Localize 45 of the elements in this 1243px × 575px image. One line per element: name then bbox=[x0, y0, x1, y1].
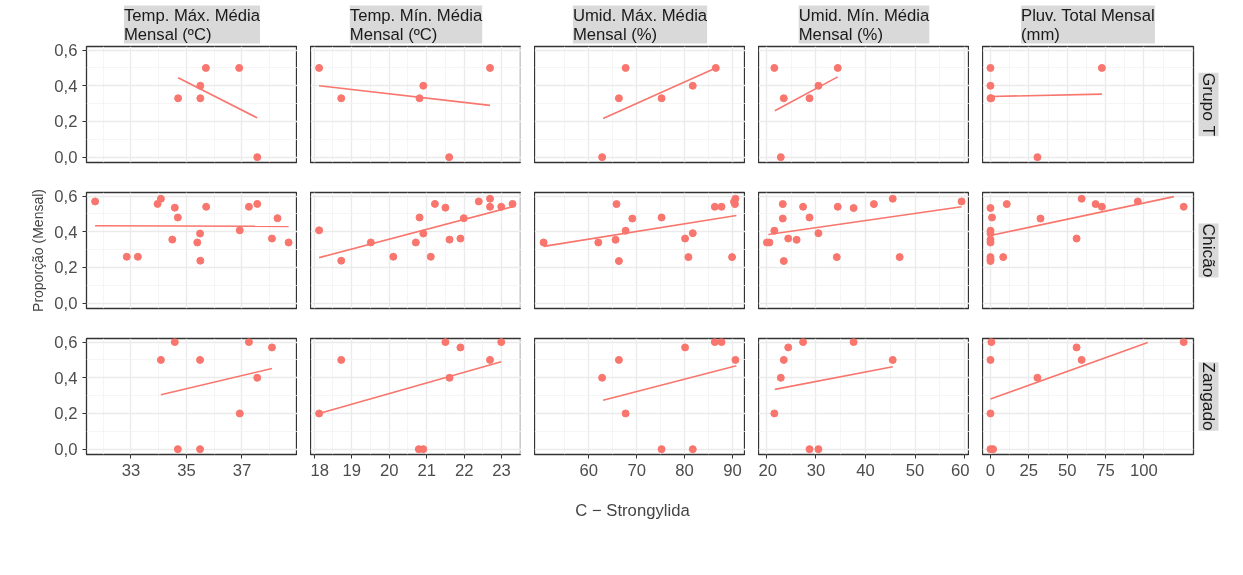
y2-axis-title: Chicão bbox=[1198, 223, 1219, 278]
x-tick-label: 60 bbox=[579, 460, 598, 480]
y-tick-label: 0,0 bbox=[54, 148, 78, 168]
x-tick-label: 75 bbox=[1096, 460, 1115, 480]
y-tick-label: 0,2 bbox=[54, 404, 78, 424]
chart-title: Pluv. Total Mensal (mm) bbox=[1021, 5, 1155, 44]
y-tick-label: 0,6 bbox=[54, 41, 78, 61]
x-tick-label: 37 bbox=[232, 460, 252, 480]
x-tick-label: 25 bbox=[1019, 460, 1039, 480]
x-tick-label: 70 bbox=[627, 460, 646, 480]
x-tick-label: 60 bbox=[950, 460, 970, 480]
y2-axis-title: Grupo T bbox=[1198, 72, 1219, 137]
y-tick-label: 0,0 bbox=[54, 440, 78, 460]
y-tick-label: 0,0 bbox=[54, 294, 78, 314]
x-tick-label: 30 bbox=[806, 460, 826, 480]
x-tick-label: 19 bbox=[342, 460, 361, 480]
x-tick-label: 100 bbox=[1130, 460, 1158, 480]
x-tick-label: 33 bbox=[121, 460, 141, 480]
x-tick-label: 90 bbox=[723, 460, 742, 480]
chart-title: Umid. Máx. Média Mensal (%) bbox=[572, 5, 708, 44]
x-tick-label: 50 bbox=[1057, 460, 1077, 480]
y-tick-label: 0,4 bbox=[54, 222, 78, 242]
x-tick-label: 20 bbox=[758, 460, 778, 480]
x-tick-label: 80 bbox=[675, 460, 694, 480]
x-tick-label: 35 bbox=[177, 460, 196, 480]
y-tick-label: 0,2 bbox=[54, 258, 78, 278]
chart-title: Temp. Máx. Média Mensal (ºC) bbox=[123, 5, 261, 44]
y2-axis-title: Zangado bbox=[1198, 362, 1219, 431]
y-axis-title: Proporção (Mensal) bbox=[30, 189, 47, 312]
x-tick-label: 0 bbox=[985, 460, 996, 480]
x-tick-label: 40 bbox=[856, 460, 875, 480]
y-tick-label: 0,2 bbox=[54, 112, 78, 132]
x-tick-label: 21 bbox=[417, 460, 436, 480]
chart-title: Umid. Mín. Média Mensal (%) bbox=[798, 5, 930, 44]
y-tick-label: 0,4 bbox=[54, 368, 78, 388]
x-tick-label: 18 bbox=[310, 460, 330, 480]
chart-title: Temp. Mín. Média Mensal (ºC) bbox=[349, 5, 483, 44]
y-tick-label: 0,6 bbox=[54, 333, 78, 353]
x-tick-label: 50 bbox=[905, 460, 925, 480]
y-tick-label: 0,6 bbox=[54, 187, 78, 207]
y-tick-label: 0,4 bbox=[54, 76, 78, 96]
x-tick-label: 20 bbox=[379, 460, 399, 480]
x-tick-label: 22 bbox=[454, 460, 474, 480]
text: C − Strongylida bbox=[575, 501, 690, 521]
x-tick-label: 23 bbox=[492, 460, 511, 480]
